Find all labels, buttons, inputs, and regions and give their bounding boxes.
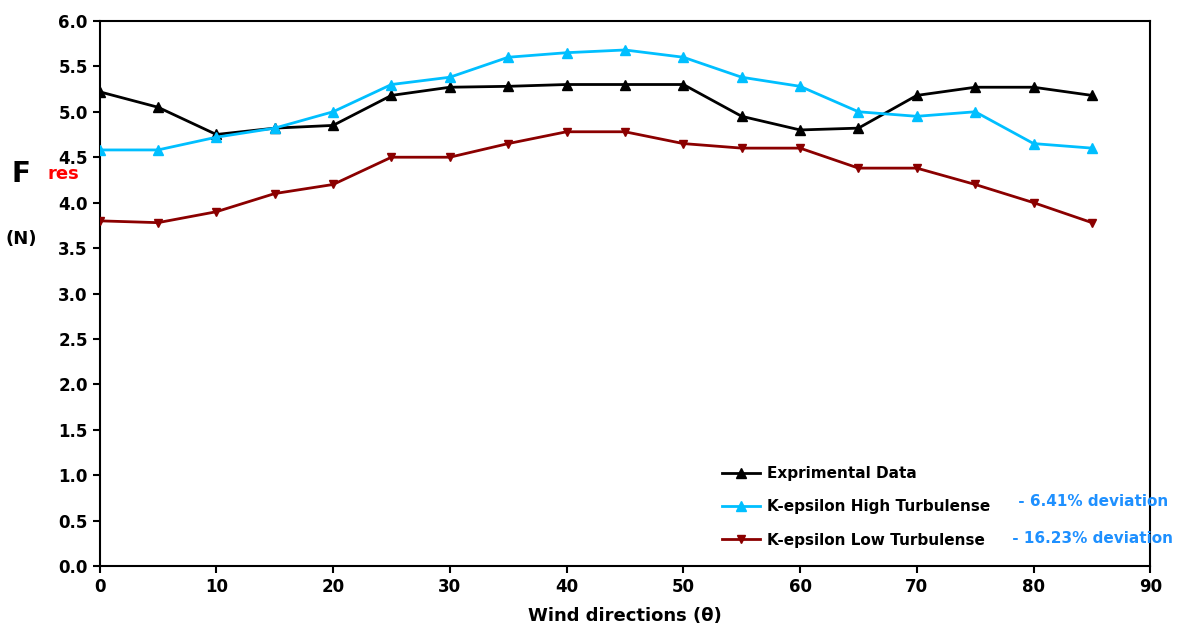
Text: - 16.23% deviation: - 16.23% deviation [1007,531,1173,546]
Text: res: res [47,165,78,183]
Text: F: F [11,160,30,188]
Text: (N): (N) [5,230,36,248]
Text: - 6.41% deviation: - 6.41% deviation [1013,494,1168,509]
X-axis label: Wind directions (θ): Wind directions (θ) [528,607,722,625]
Legend: Exprimental Data, K-epsilon High Turbulense, K-epsilon Low Turbulense: Exprimental Data, K-epsilon High Turbule… [722,466,990,548]
